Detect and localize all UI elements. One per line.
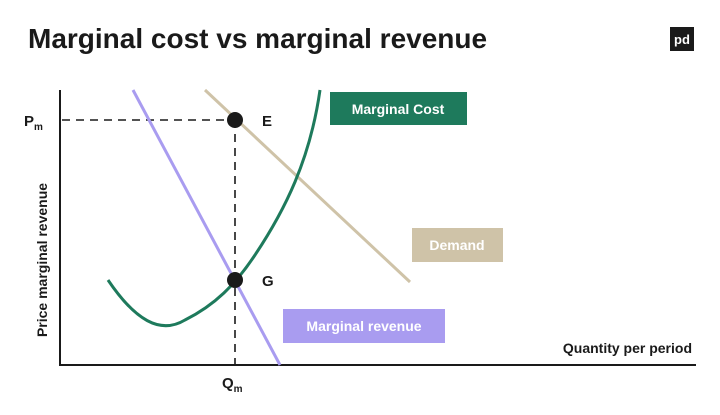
logo-box bbox=[670, 27, 694, 51]
title: Marginal cost vs marginal revenue bbox=[28, 23, 487, 54]
y-axis-label: Price marginal revenue bbox=[34, 183, 50, 337]
x-point-sub: m bbox=[234, 384, 243, 395]
label-box bbox=[330, 92, 467, 125]
point-e bbox=[227, 112, 243, 128]
y-point-main: P bbox=[24, 113, 34, 130]
point-g bbox=[227, 272, 243, 288]
y-point-sub: m bbox=[34, 122, 43, 133]
curve-label: Marginal Cost bbox=[352, 101, 445, 117]
label-box bbox=[412, 228, 503, 262]
point-label: E bbox=[262, 113, 272, 130]
marginal-revenue-curve bbox=[131, 89, 282, 366]
curve-label: Marginal revenue bbox=[306, 318, 421, 334]
x-point-label: Qm bbox=[222, 375, 243, 395]
curve-label: Demand bbox=[429, 237, 484, 253]
x-point-main: Q bbox=[222, 375, 234, 392]
label-box bbox=[283, 309, 445, 343]
point-label: G bbox=[262, 273, 274, 290]
logo: pd bbox=[674, 32, 690, 47]
x-axis-label: Quantity per period bbox=[563, 340, 692, 356]
y-point-label: Pm bbox=[24, 113, 43, 133]
